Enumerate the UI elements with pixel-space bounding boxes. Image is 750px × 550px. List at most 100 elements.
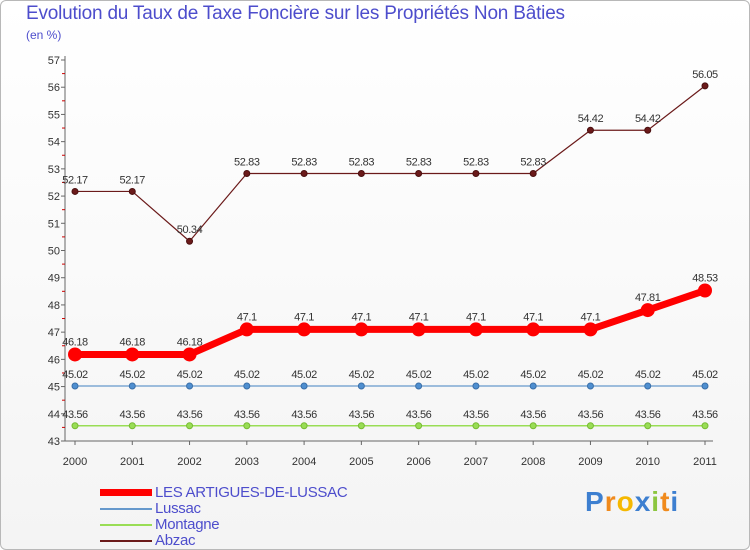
data-label: 50.34 bbox=[177, 224, 203, 236]
data-label: 43.56 bbox=[635, 409, 661, 421]
x-tick-label: 2010 bbox=[635, 456, 659, 468]
x-tick-label: 2007 bbox=[464, 456, 488, 468]
data-point bbox=[640, 303, 655, 318]
data-point bbox=[71, 382, 79, 390]
data-label: 45.02 bbox=[291, 369, 317, 381]
legend-swatch bbox=[100, 508, 152, 510]
logo-letter: r bbox=[604, 486, 617, 517]
data-point bbox=[415, 382, 423, 390]
data-label: 46.18 bbox=[177, 336, 203, 348]
data-point bbox=[472, 169, 480, 177]
data-label: 47.1 bbox=[523, 311, 543, 323]
data-point bbox=[586, 126, 594, 134]
data-label: 45.02 bbox=[406, 369, 432, 381]
data-label: 43.56 bbox=[62, 409, 88, 421]
data-label: 43.56 bbox=[349, 409, 375, 421]
data-label: 47.1 bbox=[351, 311, 371, 323]
data-label: 43.56 bbox=[578, 409, 604, 421]
data-label: 45.02 bbox=[349, 369, 375, 381]
y-tick-label: 57 bbox=[48, 55, 60, 67]
data-label: 48.53 bbox=[692, 273, 718, 285]
data-label: 54.42 bbox=[635, 113, 661, 125]
data-label: 47.1 bbox=[237, 311, 257, 323]
data-point bbox=[357, 169, 365, 177]
data-point bbox=[644, 382, 652, 390]
data-point bbox=[701, 422, 709, 430]
data-label: 56.05 bbox=[692, 69, 718, 81]
x-tick-label: 2000 bbox=[63, 456, 87, 468]
data-point bbox=[526, 322, 541, 337]
data-label: 45.02 bbox=[177, 369, 203, 381]
data-label: 52.17 bbox=[120, 174, 146, 186]
data-point bbox=[297, 322, 312, 337]
series-layer bbox=[68, 82, 712, 430]
x-tick-label: 2003 bbox=[235, 456, 259, 468]
y-tick-label: 55 bbox=[48, 109, 60, 121]
data-label: 47.81 bbox=[635, 292, 661, 304]
data-point bbox=[529, 422, 537, 430]
data-point bbox=[468, 322, 483, 337]
legend-swatch bbox=[100, 540, 152, 542]
y-tick-label: 56 bbox=[48, 82, 60, 94]
legend-label: LES ARTIGUES-DE-LUSSAC bbox=[155, 484, 348, 501]
legend-label: Montagne bbox=[155, 516, 220, 533]
data-label: 43.56 bbox=[520, 409, 546, 421]
data-point bbox=[472, 422, 480, 430]
legend-swatch bbox=[100, 489, 152, 496]
y-tick-label: 53 bbox=[48, 164, 60, 176]
logo-letter: o bbox=[616, 486, 635, 517]
y-tick-label: 46 bbox=[48, 354, 60, 366]
data-point bbox=[71, 187, 79, 195]
data-label: 45.02 bbox=[520, 369, 546, 381]
data-point bbox=[415, 169, 423, 177]
unit-label: (en %) bbox=[26, 28, 62, 42]
data-label: 43.56 bbox=[406, 409, 432, 421]
logo-letter: x bbox=[634, 486, 652, 517]
data-point bbox=[357, 422, 365, 430]
data-point bbox=[71, 422, 79, 430]
logo-letter: i bbox=[651, 486, 661, 517]
data-label: 45.02 bbox=[234, 369, 260, 381]
x-tick-label: 2008 bbox=[521, 456, 545, 468]
data-label: 52.83 bbox=[349, 156, 375, 168]
data-point bbox=[644, 422, 652, 430]
data-label: 45.02 bbox=[578, 369, 604, 381]
logo-letter: i bbox=[670, 486, 680, 517]
data-label: 45.02 bbox=[692, 369, 718, 381]
legend-label: Lussac bbox=[155, 500, 201, 517]
data-point bbox=[529, 382, 537, 390]
data-label: 45.02 bbox=[120, 369, 146, 381]
y-tick-label: 51 bbox=[48, 218, 60, 230]
y-tick-label: 54 bbox=[48, 137, 60, 149]
data-point bbox=[128, 382, 136, 390]
data-label: 43.56 bbox=[463, 409, 489, 421]
data-point bbox=[644, 126, 652, 134]
series-line bbox=[74, 85, 706, 242]
legend-label: Abzac bbox=[155, 532, 196, 549]
proxiti-logo: Proxiti bbox=[585, 486, 679, 518]
x-tick-label: 2001 bbox=[120, 456, 144, 468]
data-point bbox=[586, 382, 594, 390]
x-tick-label: 2005 bbox=[349, 456, 373, 468]
data-point bbox=[186, 422, 194, 430]
x-tick-label: 2009 bbox=[578, 456, 602, 468]
x-tick-label: 2004 bbox=[292, 456, 316, 468]
data-labels: 46.18 46.18 46.18 47.1 47.1 47.1 47.1 47.1 47.1 4… bbox=[62, 69, 718, 421]
data-point bbox=[243, 422, 251, 430]
data-point bbox=[300, 169, 308, 177]
logo-letter: P bbox=[585, 486, 605, 517]
data-point bbox=[243, 382, 251, 390]
data-point bbox=[243, 169, 251, 177]
series-line bbox=[71, 287, 709, 358]
legend-swatch bbox=[100, 524, 152, 526]
data-label: 46.18 bbox=[120, 336, 146, 348]
data-point bbox=[415, 422, 423, 430]
x-tick-label: 2011 bbox=[693, 456, 717, 468]
y-tick-label: 47 bbox=[48, 327, 60, 339]
y-tick-label: 43 bbox=[48, 436, 60, 448]
data-point bbox=[68, 347, 82, 362]
data-label: 52.83 bbox=[234, 156, 260, 168]
data-label: 45.02 bbox=[635, 369, 661, 381]
